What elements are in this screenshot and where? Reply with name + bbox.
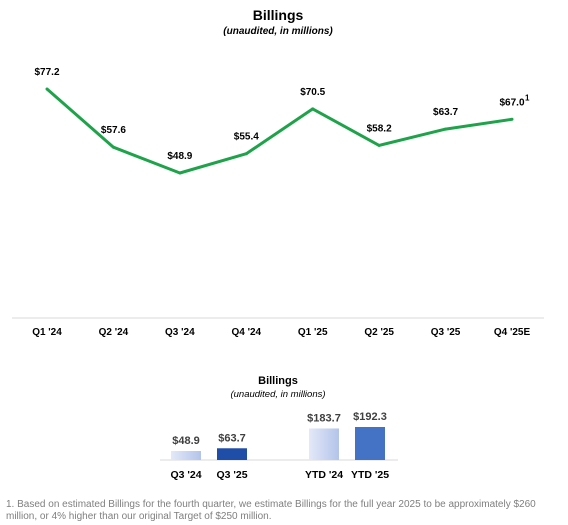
x-tick-label: Q3 '24 [165, 327, 195, 338]
chart-title: Billings [253, 7, 304, 23]
data-point [111, 145, 115, 149]
data-label: $57.6 [101, 125, 126, 136]
footnote: 1. Based on estimated Billings for the f… [6, 499, 536, 522]
x-tick-label: Q2 '24 [99, 327, 129, 338]
data-label: $48.9 [167, 151, 192, 162]
data-point [178, 171, 182, 175]
data-label: $67.0 [499, 97, 524, 108]
x-tick-label: Q4 '25E [494, 327, 531, 338]
data-label: $70.5 [300, 87, 325, 98]
bar-tick-label: YTD '25 [351, 469, 389, 481]
bar-tick-label: YTD '24 [305, 469, 343, 481]
billings-line-chart: Billings (unaudited, in millions) $77.2 Q… [12, 7, 544, 338]
bar [217, 448, 247, 460]
data-label: $77.2 [34, 67, 59, 78]
bar [355, 427, 385, 460]
bar [171, 451, 201, 460]
bar-tick-label: Q3 '25 [216, 469, 247, 481]
data-point [510, 117, 514, 121]
billings-bar-chart: Billings (unaudited, in millions) $48.9 Q… [160, 375, 398, 481]
data-point [45, 87, 49, 91]
bar-data-label: $192.3 [353, 411, 387, 423]
bar [309, 428, 339, 460]
x-tick-label: Q4 '24 [231, 327, 261, 338]
data-label: $63.7 [433, 107, 458, 118]
small-chart-title: Billings [258, 375, 298, 387]
small-chart-subtitle: (unaudited, in millions) [230, 389, 325, 400]
x-tick-label: Q3 '25 [431, 327, 461, 338]
data-point [244, 152, 248, 156]
billings-series-line [46, 87, 513, 175]
x-tick-label: Q1 '24 [32, 327, 62, 338]
bar-data-label: $48.9 [172, 435, 200, 447]
data-point [377, 143, 381, 147]
x-tick-label: Q2 '25 [364, 327, 394, 338]
x-tick-label: Q1 '25 [298, 327, 328, 338]
data-label: $55.4 [234, 132, 259, 143]
footnote-marker: 1 [525, 93, 530, 102]
bar-data-label: $63.7 [218, 432, 246, 444]
bar-tick-label: Q3 '24 [170, 469, 201, 481]
data-label: $58.2 [367, 123, 392, 134]
chart-subtitle: (unaudited, in millions) [223, 26, 333, 37]
bar-data-label: $183.7 [307, 412, 341, 424]
data-point [311, 107, 315, 111]
data-point [444, 127, 448, 131]
